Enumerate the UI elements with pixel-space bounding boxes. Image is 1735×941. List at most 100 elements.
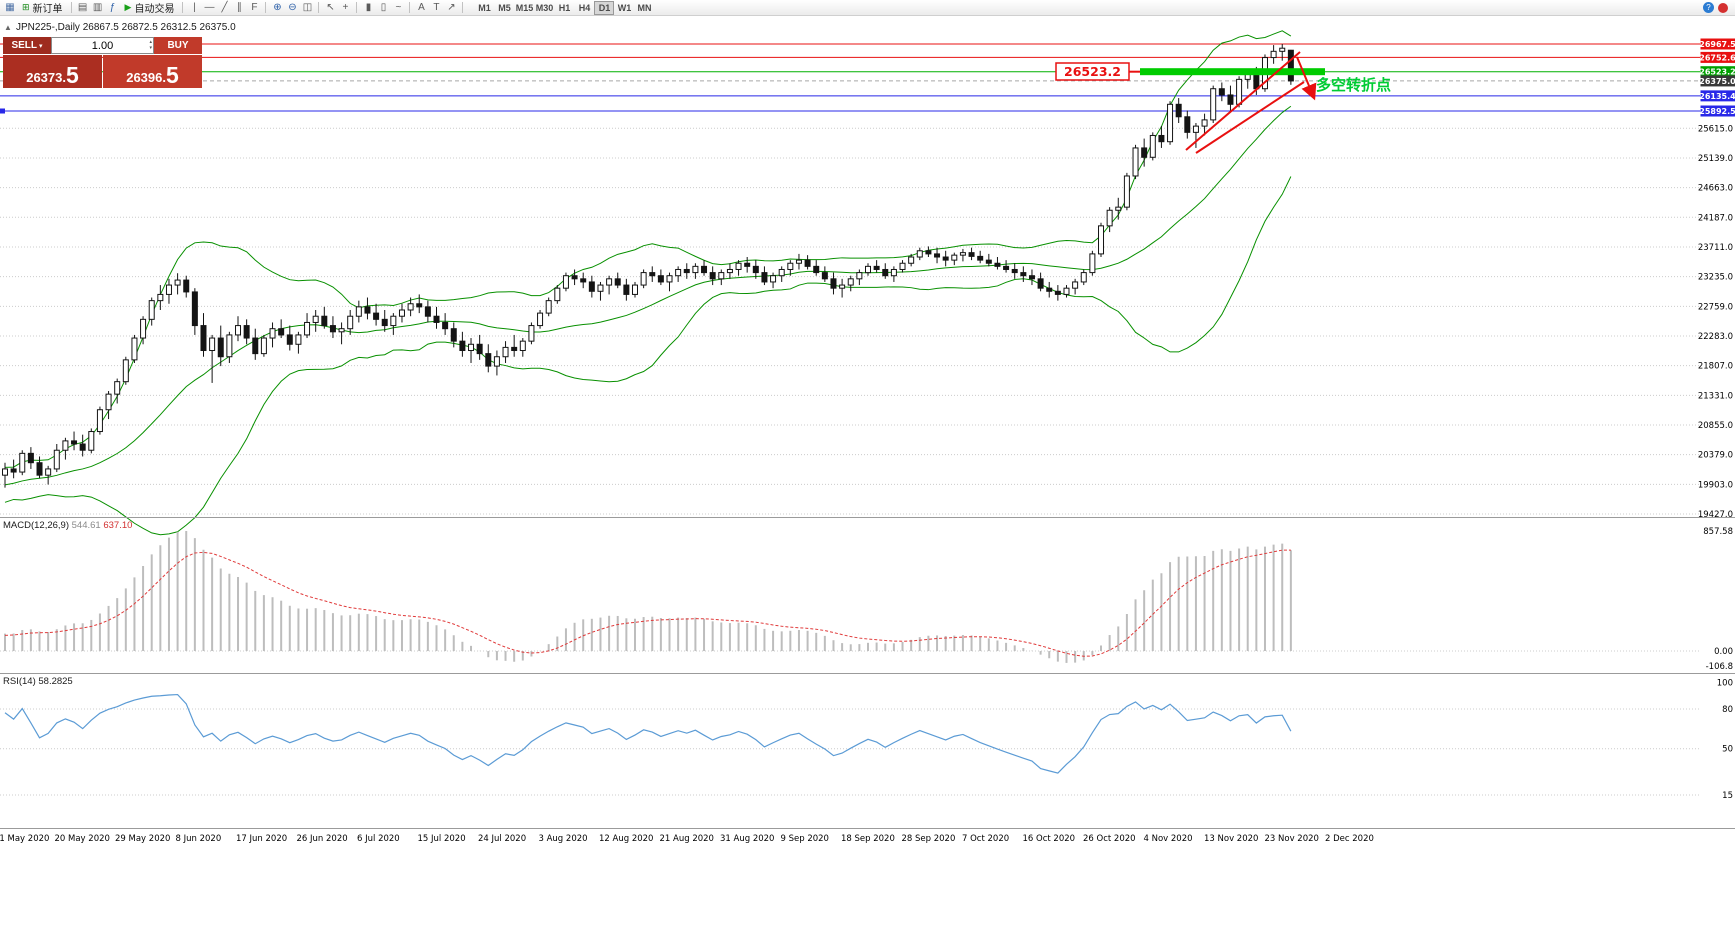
svg-text:16 Oct 2020: 16 Oct 2020 — [1023, 834, 1076, 844]
svg-text:20379.0: 20379.0 — [1698, 451, 1733, 461]
svg-text:26752.6: 26752.6 — [1699, 53, 1735, 62]
autotrading-button[interactable]: ▶ 自动交易 — [121, 1, 179, 15]
autotrading-button-icon: ▶ — [124, 2, 132, 12]
timeframe-button-m1[interactable]: M1 — [478, 2, 491, 13]
bar-chart-icon[interactable]: ▮ — [365, 1, 372, 13]
chart-title: JPN225-,Daily 26867.5 26872.5 26312.5 26… — [16, 22, 236, 33]
svg-text:50: 50 — [1722, 745, 1733, 755]
zoom-out-icon[interactable]: ⊖ — [288, 1, 297, 13]
sell-price-box[interactable]: 26373. 5 — [3, 55, 102, 88]
timeframe-button-mn[interactable]: MN — [637, 2, 652, 13]
svg-text:23 Nov 2020: 23 Nov 2020 — [1265, 834, 1319, 844]
svg-text:26523.2: 26523.2 — [1699, 68, 1735, 77]
svg-text:-106.8: -106.8 — [1706, 662, 1733, 672]
svg-text:20855.0: 20855.0 — [1698, 421, 1733, 431]
new-order-button[interactable]: ⊞ 新订单 — [18, 1, 67, 15]
svg-text:22759.0: 22759.0 — [1698, 302, 1733, 312]
indicators-icon[interactable]: ƒ — [109, 1, 116, 13]
candlestick-icon[interactable]: ▯ — [380, 1, 387, 13]
cursor-icon[interactable]: ↖ — [326, 1, 335, 13]
timeframe-group: M1 M5 M15 M30 H1 H4 D1 W1 MN — [474, 0, 654, 15]
svg-text:11 May 2020: 11 May 2020 — [0, 834, 49, 844]
timeframe-button-w1[interactable]: W1 — [617, 2, 632, 13]
svg-text:26967.5: 26967.5 — [1699, 40, 1735, 49]
toolbar-separator — [318, 2, 320, 13]
macd-signal-value: 637.10 — [103, 520, 133, 531]
spin-up-icon[interactable]: ▴ — [149, 39, 152, 45]
svg-text:25139.0: 25139.0 — [1698, 154, 1733, 164]
zoom-in-icon[interactable]: ⊕ — [273, 1, 282, 13]
buy-price-box[interactable]: 26396. 5 — [103, 55, 202, 88]
svg-text:18 Sep 2020: 18 Sep 2020 — [841, 834, 895, 844]
svg-text:26 Jun 2020: 26 Jun 2020 — [297, 834, 348, 844]
svg-text:26375.0: 26375.0 — [1699, 77, 1735, 86]
volume-input[interactable]: 1.00 ▴ ▾ — [51, 37, 154, 54]
sell-button-label: SELL — [11, 40, 38, 51]
fibonacci-icon[interactable]: F — [251, 1, 258, 13]
svg-text:3 Aug 2020: 3 Aug 2020 — [539, 834, 588, 844]
crosshair-icon[interactable]: + — [342, 1, 349, 13]
svg-text:0.00: 0.00 — [1714, 647, 1733, 657]
rsi-title: RSI(14) — [3, 676, 36, 687]
svg-text:28 Sep 2020: 28 Sep 2020 — [902, 834, 956, 844]
timeframe-button-h1[interactable]: H1 — [558, 2, 571, 13]
vertical-line-icon[interactable]: | — [193, 1, 196, 13]
svg-text:20 May 2020: 20 May 2020 — [55, 834, 110, 844]
timeframe-button-m5[interactable]: M5 — [498, 2, 511, 13]
macd-indicator-label: MACD(12,26,9) 544.61 637.10 — [3, 520, 132, 531]
rsi-indicator-label: RSI(14) 58.2825 — [3, 676, 73, 687]
community-icon[interactable] — [1718, 2, 1728, 13]
svg-text:26 Oct 2020: 26 Oct 2020 — [1083, 834, 1136, 844]
svg-text:12 Aug 2020: 12 Aug 2020 — [599, 834, 653, 844]
toolbar-separator — [462, 2, 464, 13]
timeframe-button-d1[interactable]: D1 — [594, 0, 615, 15]
arrow-tools-icon[interactable]: ↗ — [447, 1, 456, 13]
line-chart-icon[interactable]: ~ — [395, 1, 402, 13]
trendline-icon[interactable]: ╱ — [221, 1, 228, 13]
svg-text:15 Jul 2020: 15 Jul 2020 — [418, 834, 466, 844]
search-icon[interactable]: ? — [1703, 2, 1714, 13]
tile-windows-icon[interactable]: ◫ — [302, 1, 313, 13]
svg-text:80: 80 — [1722, 705, 1733, 715]
svg-text:29 May 2020: 29 May 2020 — [115, 834, 170, 844]
macd-value: 544.61 — [71, 520, 101, 531]
svg-text:22283.0: 22283.0 — [1698, 332, 1733, 342]
new-order-button-label: 新订单 — [32, 4, 63, 15]
one-click-panel-toggle[interactable]: ▲ — [4, 23, 12, 32]
volume-spinner[interactable]: ▴ ▾ — [149, 39, 152, 51]
timeframe-button-m30[interactable]: M30 — [535, 2, 554, 13]
svg-text:25892.5: 25892.5 — [1699, 107, 1735, 116]
svg-text:26523.2: 26523.2 — [1064, 64, 1121, 79]
text-icon[interactable]: A — [418, 1, 425, 13]
timeframe-button-h4[interactable]: H4 — [578, 2, 591, 13]
horizontal-line-icon[interactable]: ― — [204, 1, 215, 13]
svg-text:100: 100 — [1717, 679, 1733, 689]
toolbar-separator — [356, 2, 358, 13]
buy-button[interactable]: BUY — [154, 37, 202, 54]
buy-price: 26396. — [126, 70, 166, 85]
chart-window-icon[interactable]: ▦ — [5, 1, 15, 13]
buy-price-big-digit: 5 — [165, 62, 179, 88]
svg-text:21807.0: 21807.0 — [1698, 362, 1733, 372]
spin-down-icon[interactable]: ▾ — [149, 45, 152, 51]
sell-options-caret-icon[interactable]: ▾ — [39, 42, 43, 50]
timeframe-button-m15[interactable]: M15 — [515, 2, 534, 13]
svg-text:21331.0: 21331.0 — [1698, 391, 1733, 401]
svg-text:31 Aug 2020: 31 Aug 2020 — [720, 834, 774, 844]
sell-price-big-digit: 5 — [65, 62, 79, 88]
autotrading-button-label: 自动交易 — [134, 4, 175, 15]
svg-text:多空转折点: 多空转折点 — [1316, 76, 1391, 94]
svg-text:4 Nov 2020: 4 Nov 2020 — [1144, 834, 1193, 844]
buy-button-label: BUY — [167, 40, 189, 51]
text-label-icon[interactable]: T — [433, 1, 440, 13]
charts-grid-icon[interactable]: ▥ — [92, 1, 103, 13]
svg-text:21 Aug 2020: 21 Aug 2020 — [660, 834, 714, 844]
sell-button[interactable]: SELL ▾ — [3, 37, 51, 54]
svg-text:24663.0: 24663.0 — [1698, 184, 1733, 194]
rsi-value: 58.2825 — [38, 676, 73, 687]
channel-icon[interactable]: ∥ — [236, 1, 242, 13]
profiles-icon[interactable]: ▤ — [77, 1, 88, 13]
svg-text:24 Jul 2020: 24 Jul 2020 — [478, 834, 526, 844]
